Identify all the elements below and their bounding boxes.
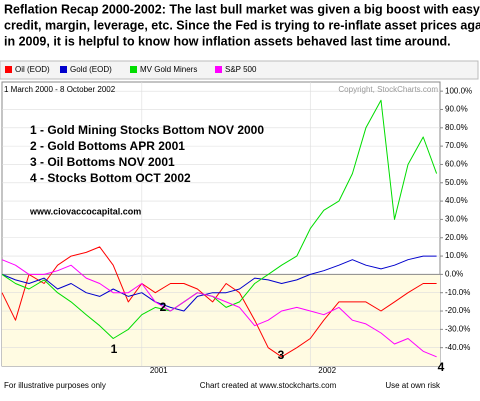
bottom-marker: 2 xyxy=(160,300,167,314)
legend-bar xyxy=(0,60,479,80)
y-tick-label: 30.0% xyxy=(445,215,468,224)
annotation: 3 - Oil Bottoms NOV 2001 xyxy=(30,155,175,169)
annotation: 2 - Gold Bottoms APR 2001 xyxy=(30,139,185,153)
y-tick-label: 100.0% xyxy=(445,86,472,95)
plot-area xyxy=(1,81,441,367)
negative-shade xyxy=(2,274,440,366)
y-tick-label: 10.0% xyxy=(445,251,468,260)
y-tick-label: -30.0% xyxy=(445,324,470,333)
legend-label: Gold (EOD) xyxy=(70,65,112,74)
bottom-marker: 3 xyxy=(278,348,285,362)
legend-swatch xyxy=(5,66,12,73)
website: www.ciovaccocapital.com xyxy=(29,206,141,216)
footer-left: For illustrative purposes only xyxy=(4,381,106,390)
y-tick-label: 40.0% xyxy=(445,196,468,205)
annotation: 4 - Stocks Bottom OCT 2002 xyxy=(30,171,191,185)
date-range: 1 March 2000 - 8 October 2002 xyxy=(4,85,116,94)
y-tick-label: -20.0% xyxy=(445,306,470,315)
y-tick-label: -10.0% xyxy=(445,288,470,297)
series-line xyxy=(1,255,437,312)
legend-label: S&P 500 xyxy=(225,65,257,74)
footer-center: Chart created at www.stockcharts.com xyxy=(200,381,337,390)
x-tick-label: 2002 xyxy=(318,366,336,375)
legend-label: MV Gold Miners xyxy=(140,65,197,74)
copyright: Copyright, StockCharts.com xyxy=(338,85,438,94)
bottom-marker: 1 xyxy=(111,342,118,356)
annotation: 1 - Gold Mining Stocks Bottom NOV 2000 xyxy=(30,123,264,137)
y-tick-label: 80.0% xyxy=(445,123,468,132)
series-line xyxy=(1,259,437,358)
y-tick-label: 20.0% xyxy=(445,233,468,242)
y-tick-label: 90.0% xyxy=(445,105,468,114)
legend-label: Oil (EOD) xyxy=(15,65,50,74)
legend-swatch xyxy=(130,66,137,73)
y-tick-label: 60.0% xyxy=(445,160,468,169)
series-line xyxy=(1,99,438,339)
legend-swatch xyxy=(215,66,222,73)
title-line: Reflation Recap 2000-2002: The last bull… xyxy=(4,2,480,16)
y-tick-label: 70.0% xyxy=(445,141,468,150)
bottom-marker: 4 xyxy=(438,360,445,374)
y-tick-label: 50.0% xyxy=(445,178,468,187)
footer-right: Use at own risk xyxy=(385,381,441,390)
title-line: credit, margin, leverage, etc. Since the… xyxy=(4,18,480,32)
x-tick-label: 2001 xyxy=(150,366,168,375)
y-tick-label: -40.0% xyxy=(445,343,470,352)
y-tick-label: 0.0% xyxy=(445,269,463,278)
title-line: in 2009, it is helpful to know how infla… xyxy=(4,34,451,48)
legend-swatch xyxy=(60,66,67,73)
